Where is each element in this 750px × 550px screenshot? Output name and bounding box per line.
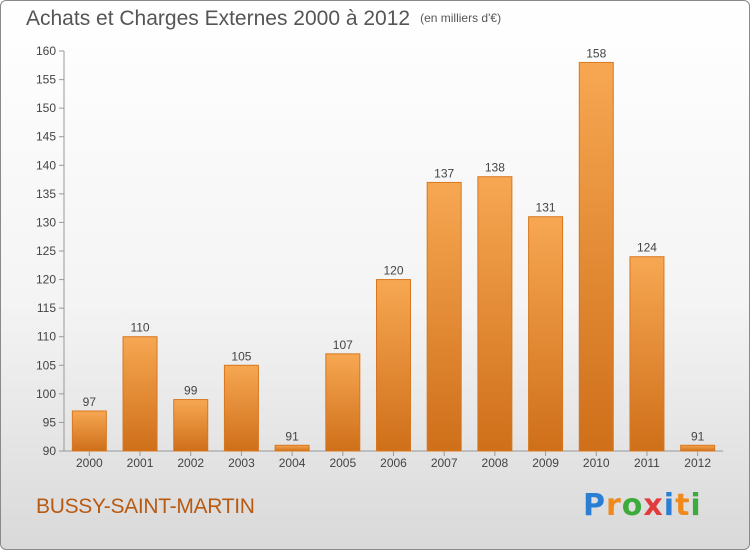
- bar: [528, 216, 564, 452]
- data-label: 124: [637, 241, 657, 255]
- y-tick-label: 125: [36, 244, 56, 258]
- logo-letter: r: [606, 488, 622, 523]
- x-tick-label: 2005: [329, 456, 356, 470]
- x-tick-label: 2012: [684, 456, 711, 470]
- logo-letter: P: [583, 488, 606, 523]
- chart-title-text: Achats et Charges Externes 2000 à 2012: [26, 7, 411, 30]
- x-tick-label: 2002: [177, 456, 204, 470]
- chart-unit: (en milliers d'€): [420, 11, 502, 25]
- bar: [578, 61, 614, 452]
- y-tick-label: 115: [37, 301, 56, 315]
- logo-letter: t: [675, 488, 691, 523]
- data-label: 137: [434, 166, 454, 180]
- bar: [376, 279, 411, 452]
- x-tick-label: 2001: [127, 456, 154, 470]
- bar: [629, 256, 665, 452]
- x-tick-label: 2000: [76, 456, 103, 470]
- y-tick-label: 95: [43, 415, 57, 429]
- x-tick-label: 2009: [532, 456, 559, 470]
- y-tick-label: 140: [36, 158, 56, 172]
- x-tick-label: 2011: [634, 456, 660, 470]
- x-tick-label: 2006: [380, 456, 407, 470]
- logo-letter: o: [621, 488, 644, 523]
- data-label: 91: [691, 429, 705, 443]
- y-tick-label: 160: [36, 44, 56, 58]
- data-label: 91: [285, 429, 299, 443]
- y-tick-label: 110: [37, 330, 56, 344]
- bar: [223, 364, 259, 452]
- data-label: 110: [130, 321, 149, 335]
- data-label: 120: [383, 264, 403, 278]
- x-tick-label: 2008: [482, 456, 509, 470]
- bar: [173, 399, 209, 452]
- data-label: 107: [333, 338, 353, 352]
- bar: [426, 181, 462, 452]
- x-tick-label: 2010: [583, 456, 610, 470]
- bar: [325, 353, 361, 452]
- data-label: 97: [83, 395, 97, 409]
- bar: [122, 336, 158, 452]
- data-label: 138: [485, 161, 505, 175]
- y-tick-label: 135: [36, 187, 56, 201]
- commune-name: BUSSY-SAINT-MARTIN: [36, 495, 255, 518]
- bar: [71, 410, 107, 452]
- bar: [274, 444, 310, 452]
- data-label: 131: [536, 201, 556, 215]
- y-tick-label: 155: [36, 73, 56, 87]
- bar: [680, 444, 716, 452]
- y-tick-label: 150: [36, 101, 56, 115]
- logo-letter: i: [663, 488, 676, 523]
- bar: [477, 176, 513, 452]
- y-tick-label: 120: [36, 273, 56, 287]
- data-label: 105: [231, 349, 251, 363]
- proxiti-logo: Proxiti: [583, 488, 702, 523]
- logo-letter: x: [643, 488, 664, 523]
- y-tick-label: 130: [36, 215, 56, 229]
- x-tick-label: 2003: [228, 456, 255, 470]
- x-tick-label: 2007: [431, 456, 458, 470]
- y-tick-label: 90: [43, 444, 57, 458]
- x-tick-label: 2004: [279, 456, 306, 470]
- chart-title: Achats et Charges Externes 2000 à 2012 (e…: [26, 7, 501, 31]
- y-tick-label: 100: [36, 387, 56, 401]
- data-label: 158: [586, 46, 606, 60]
- y-tick-label: 145: [36, 130, 56, 144]
- logo-letter: i: [690, 488, 702, 523]
- y-tick-label: 105: [36, 358, 56, 372]
- data-label: 99: [184, 384, 198, 398]
